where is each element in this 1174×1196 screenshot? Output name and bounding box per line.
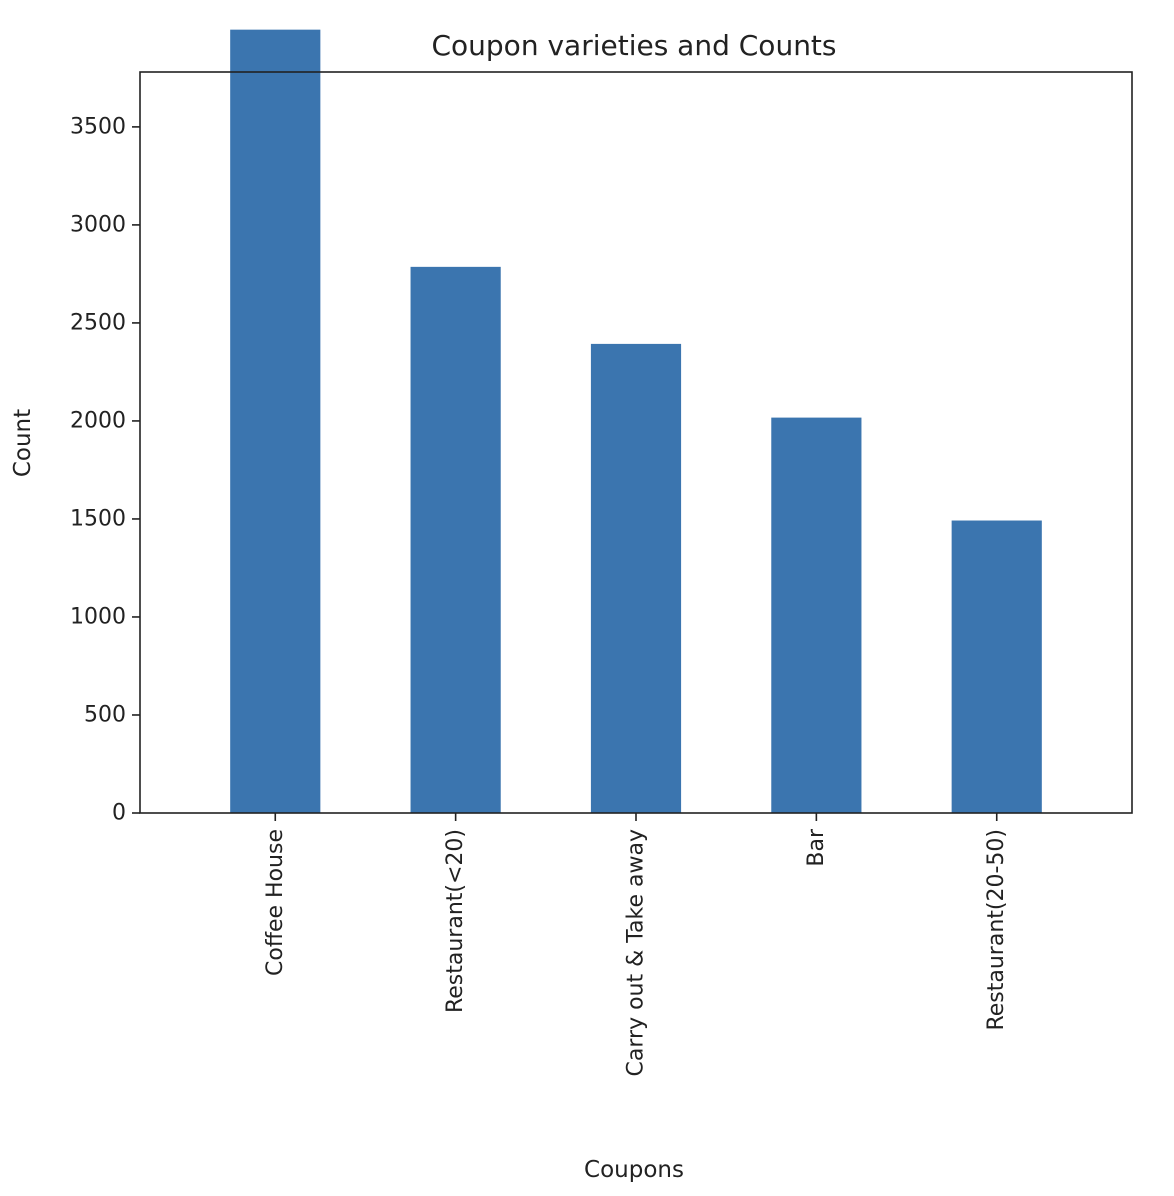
x-tick-label-1: Restaurant(<20) xyxy=(443,829,468,1013)
y-tick-label-1: 500 xyxy=(84,702,126,727)
y-tick-label-5: 2500 xyxy=(70,310,126,335)
bar-0 xyxy=(230,29,321,813)
y-tick-label-0: 0 xyxy=(112,801,126,826)
bar-1 xyxy=(410,266,501,813)
y-axis-ticks: 0 500 1000 1500 2000 2500 3000 3500 xyxy=(70,114,140,826)
plot-frame xyxy=(139,71,1133,814)
x-axis-ticks: Coffee House Restaurant(<20) Carry out & T… xyxy=(263,813,1009,1076)
bar-2 xyxy=(590,343,682,813)
x-tick-label-0: Coffee House xyxy=(263,829,288,976)
bars-group xyxy=(230,29,1042,813)
y-tick-label-7: 3500 xyxy=(70,114,126,139)
y-tick-label-6: 3000 xyxy=(70,212,126,237)
x-tick-label-3: Bar xyxy=(804,828,829,867)
x-tick-label-2: Carry out & Take away xyxy=(624,829,649,1076)
x-tick-label-4: Restaurant(20-50) xyxy=(984,829,1009,1031)
y-tick-label-4: 2000 xyxy=(70,408,126,433)
bar-4 xyxy=(951,520,1042,813)
y-tick-label-2: 1000 xyxy=(70,604,126,629)
x-axis-label: Coupons xyxy=(584,1157,684,1183)
bar-3 xyxy=(771,417,862,813)
y-tick-label-3: 1500 xyxy=(70,506,126,531)
y-axis-label: Count xyxy=(10,409,36,477)
chart-title: Coupon varieties and Counts xyxy=(431,29,836,62)
